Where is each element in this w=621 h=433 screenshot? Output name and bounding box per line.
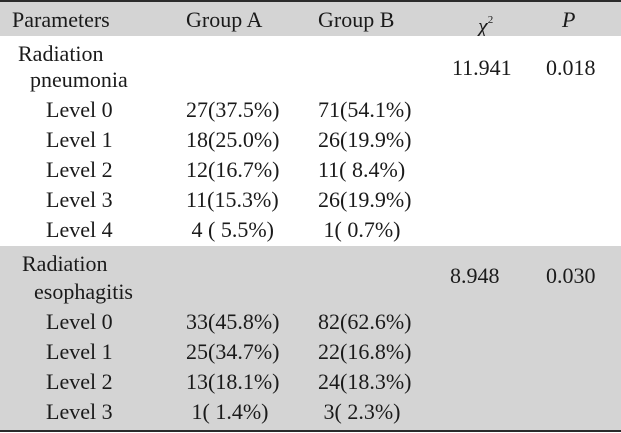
group-b-value: 1( 0.7%) — [318, 217, 401, 242]
level-label: Level 4 — [46, 217, 113, 242]
section-title-line1: Radiation — [18, 41, 104, 66]
section-title-line2: esophagitis — [34, 279, 133, 304]
level-label: Level 1 — [46, 127, 113, 152]
header-parameters: Parameters — [12, 7, 110, 32]
chi-square-value: 8.948 — [450, 263, 500, 288]
group-a-value: 4 ( 5.5%) — [186, 217, 274, 242]
section-title-line1: Radiation — [22, 251, 108, 276]
section-title-line2: pneumonia — [30, 67, 128, 92]
level-label: Level 0 — [46, 97, 113, 122]
group-a-value: 12(16.7%) — [186, 157, 280, 182]
p-value: 0.018 — [546, 55, 596, 80]
header-chi-symbol: χ — [478, 13, 488, 38]
group-b-value: 82(62.6%) — [318, 309, 412, 334]
chi-square-value: 11.941 — [452, 55, 512, 80]
header-chi-square: χ2 — [478, 6, 493, 40]
table-top-rule — [0, 0, 621, 2]
group-b-value: 22(16.8%) — [318, 339, 412, 364]
level-label: Level 3 — [46, 399, 113, 424]
table-bottom-rule — [0, 430, 621, 432]
group-a-value: 27(37.5%) — [186, 97, 280, 122]
group-b-value: 26(19.9%) — [318, 127, 412, 152]
level-label: Level 0 — [46, 309, 113, 334]
group-b-value: 3( 2.3%) — [318, 399, 401, 424]
group-b-value: 11( 8.4%) — [318, 157, 406, 182]
header-chi-superscript: 2 — [487, 14, 494, 26]
section-radiation-esophagitis: Radiation esophagitis 8.948 0.030 Level … — [0, 246, 621, 430]
group-a-value: 18(25.0%) — [186, 127, 280, 152]
level-label: Level 1 — [46, 339, 113, 364]
header-group-b: Group B — [318, 7, 395, 32]
group-a-value: 11(15.3%) — [186, 187, 279, 212]
group-a-value: 25(34.7%) — [186, 339, 280, 364]
p-value: 0.030 — [546, 263, 596, 288]
group-a-value: 13(18.1%) — [186, 369, 280, 394]
group-a-value: 1( 1.4%) — [186, 399, 269, 424]
header-p-value: P — [562, 7, 576, 32]
group-b-value: 71(54.1%) — [318, 97, 412, 122]
table-header-row: Parameters Group A Group B χ2 P — [0, 2, 621, 38]
level-label: Level 2 — [46, 157, 113, 182]
group-b-value: 26(19.9%) — [318, 187, 412, 212]
group-b-value: 24(18.3%) — [318, 369, 412, 394]
section-radiation-pneumonia: Radiation pneumonia 11.941 0.018 Level 0… — [0, 36, 621, 246]
group-a-value: 33(45.8%) — [186, 309, 280, 334]
header-group-a: Group A — [186, 7, 263, 32]
level-label: Level 2 — [46, 369, 113, 394]
level-label: Level 3 — [46, 187, 113, 212]
